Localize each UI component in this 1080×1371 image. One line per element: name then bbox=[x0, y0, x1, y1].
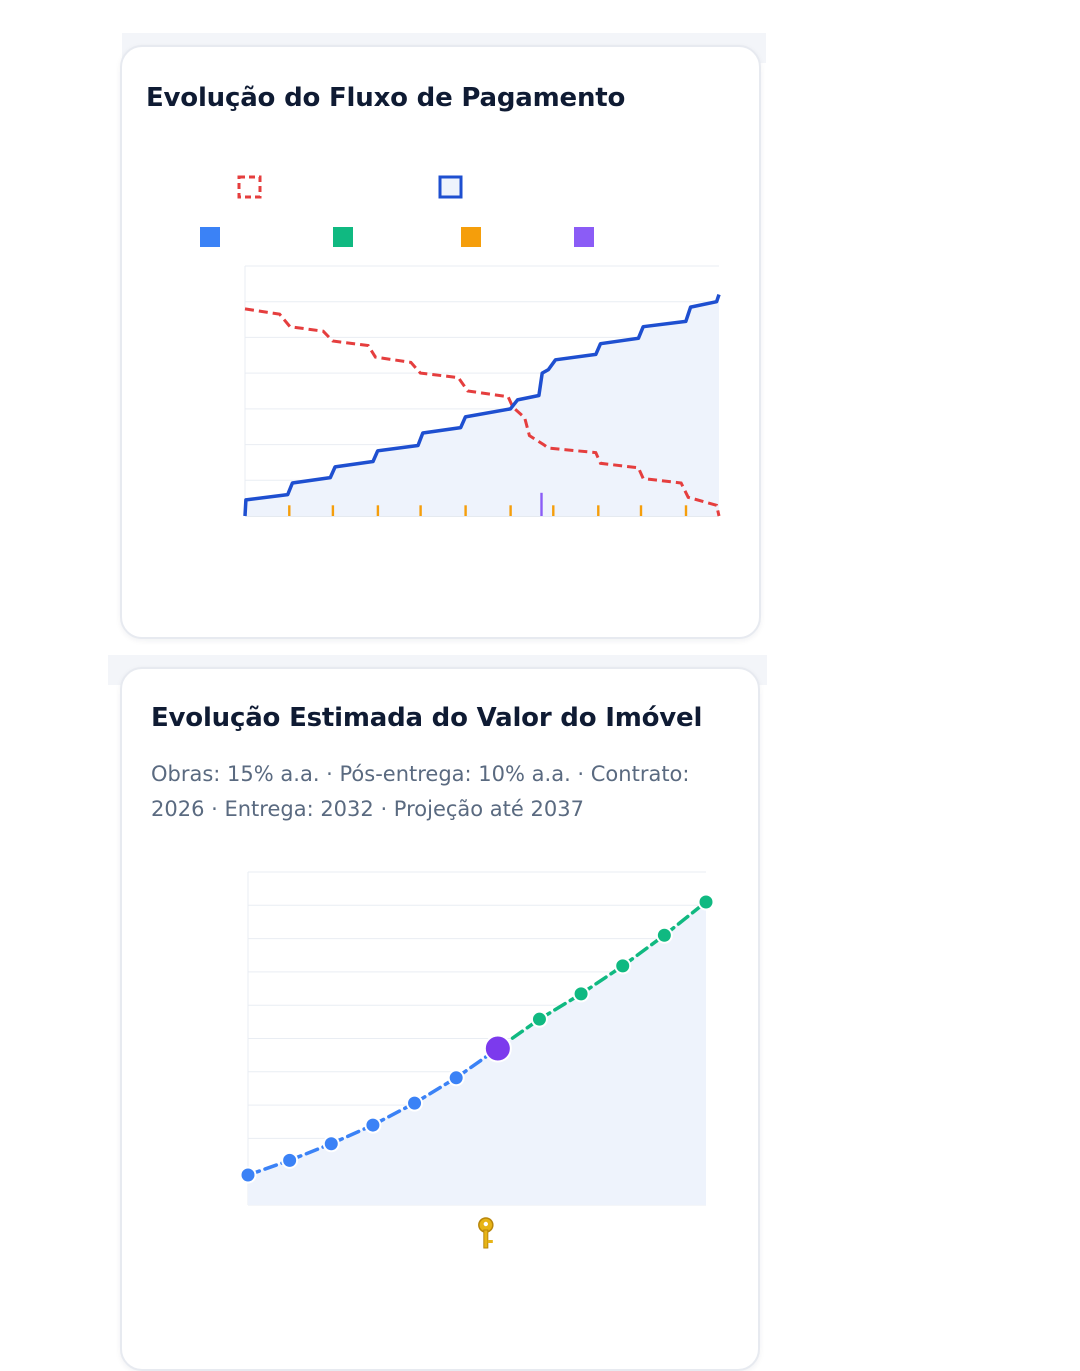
bar-anual bbox=[552, 505, 555, 516]
value-point bbox=[447, 1069, 465, 1087]
legend-swatch-acumulado-pago bbox=[438, 175, 463, 199]
post-delivery-segment bbox=[620, 933, 667, 968]
key-shaft bbox=[483, 1229, 489, 1249]
delivery-point bbox=[483, 1034, 512, 1063]
value-point bbox=[322, 1135, 340, 1153]
legend-swatch-anual bbox=[461, 227, 481, 247]
value-point bbox=[614, 957, 632, 975]
payment-chart-title: Evolução do Fluxo de Pagamento bbox=[146, 83, 626, 113]
value-point bbox=[572, 985, 590, 1003]
bar-chaves bbox=[540, 492, 543, 516]
bar-anual bbox=[376, 505, 380, 516]
property-chart-subtitle: Obras: 15% a.a. · Pós-entrega: 10% a.a. … bbox=[151, 762, 690, 821]
value-point bbox=[655, 926, 673, 944]
legend-swatch-saldo-devedor bbox=[237, 175, 262, 199]
property-chart-title: Evolução Estimada do Valor do Imóvel bbox=[151, 703, 703, 733]
property-value-chart bbox=[239, 871, 715, 1249]
bar-anual bbox=[419, 505, 422, 516]
value-point bbox=[364, 1116, 382, 1134]
bar-anual bbox=[509, 505, 512, 516]
bar-anual bbox=[288, 505, 291, 516]
saldo-devedor-line bbox=[244, 307, 721, 517]
value-point bbox=[697, 893, 715, 911]
post-delivery-segment bbox=[662, 900, 708, 938]
key-hole bbox=[483, 1221, 489, 1227]
bar-anual bbox=[597, 505, 600, 516]
bar-anual bbox=[639, 505, 643, 516]
value-point bbox=[281, 1151, 299, 1169]
bar-anual bbox=[464, 505, 467, 516]
legend-swatch-chaves bbox=[574, 227, 594, 247]
payment-flow-card: Evolução do Fluxo de Pagamento bbox=[120, 45, 761, 639]
legend-swatch-mensal bbox=[333, 227, 353, 247]
property-value-card: Evolução Estimada do Valor do Imóvel Obr… bbox=[120, 667, 760, 1371]
legend-swatch-entrada bbox=[200, 227, 220, 247]
value-point bbox=[530, 1010, 548, 1028]
value-area bbox=[248, 901, 706, 1205]
acumulado-area bbox=[245, 294, 719, 516]
acumulado-pago-line bbox=[243, 294, 721, 517]
key-icon bbox=[478, 1217, 494, 1249]
bar-anual bbox=[331, 505, 335, 516]
payment-flow-chart bbox=[200, 175, 721, 517]
bar-anual bbox=[684, 505, 688, 516]
key-tooth bbox=[487, 1240, 493, 1243]
value-point bbox=[406, 1094, 424, 1112]
value-point bbox=[239, 1166, 257, 1184]
